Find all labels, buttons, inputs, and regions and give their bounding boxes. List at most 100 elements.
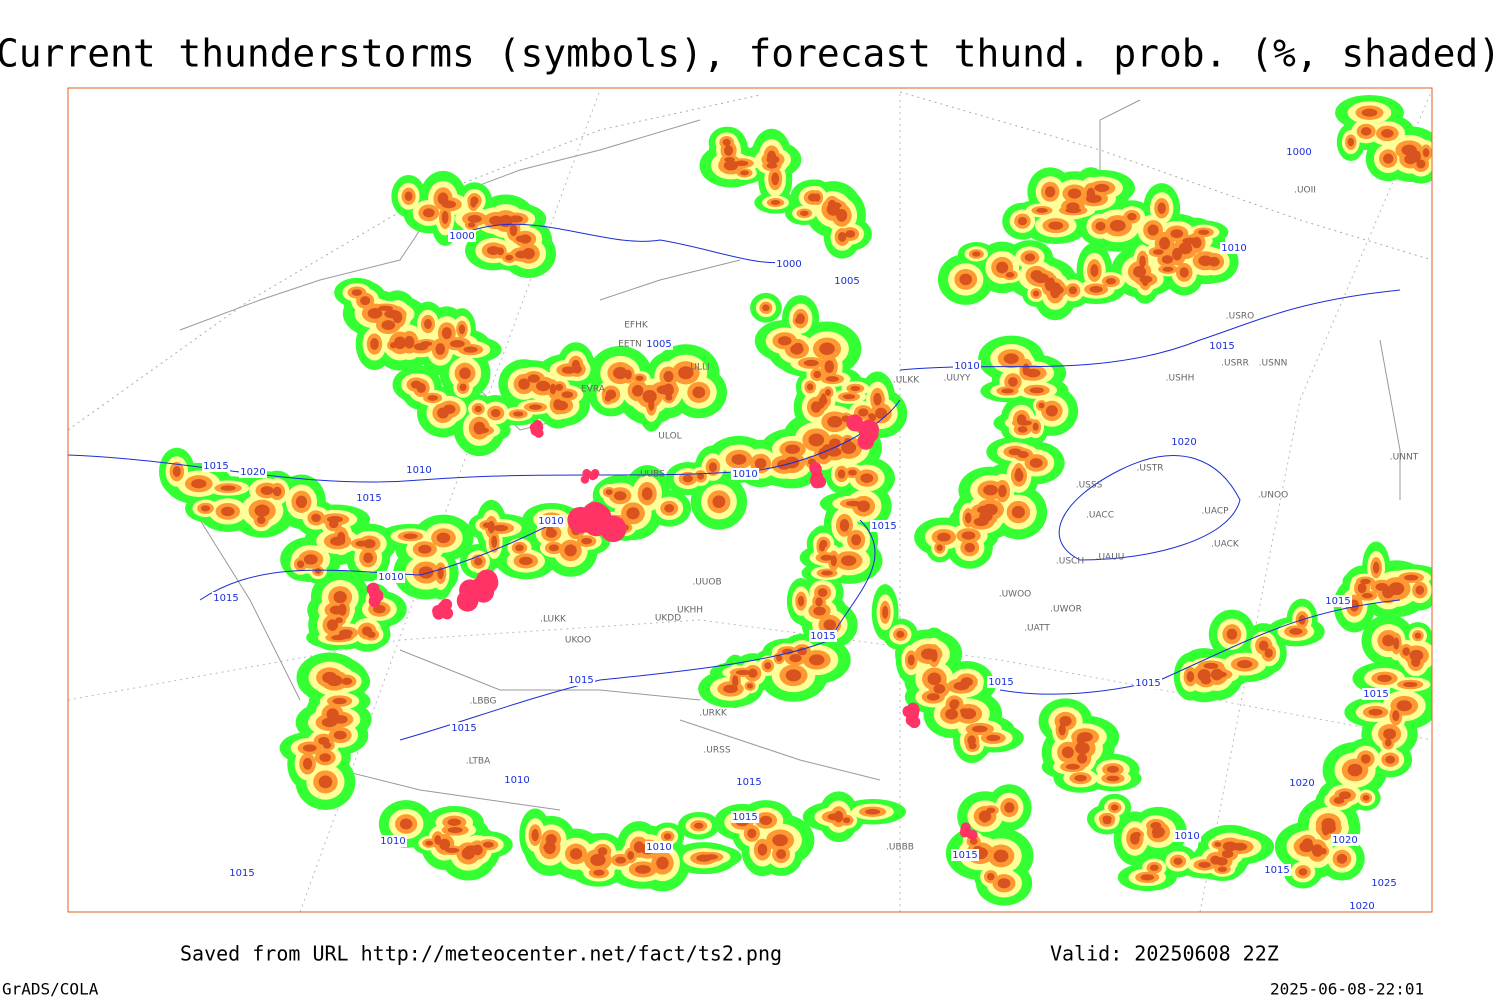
prob-shading bbox=[549, 383, 557, 395]
station-label: .UACP bbox=[1201, 507, 1229, 517]
prob-shading bbox=[1032, 422, 1039, 431]
prob-shading bbox=[848, 469, 857, 476]
prob-shading bbox=[683, 367, 690, 378]
prob-shading bbox=[626, 507, 640, 520]
prob-shading bbox=[311, 513, 321, 523]
prob-shading bbox=[819, 342, 835, 355]
prob-shading bbox=[1404, 153, 1417, 165]
prob-shading bbox=[1016, 414, 1027, 425]
prob-shading bbox=[797, 647, 807, 656]
isobar-label: 1005 bbox=[834, 276, 859, 287]
prob-shading bbox=[1161, 255, 1174, 264]
isobar-label-bg bbox=[1263, 864, 1291, 876]
prob-shading bbox=[561, 366, 576, 374]
prob-shading bbox=[1157, 202, 1166, 214]
station-label: .ULKK bbox=[893, 376, 920, 386]
map-area: 1000 1000 1005 1005 1010 1010 1010 1010 1010 1015… bbox=[68, 89, 1432, 912]
prob-shading bbox=[333, 590, 347, 604]
prob-shading bbox=[527, 374, 540, 383]
prob-shading bbox=[337, 531, 346, 544]
source-note: Saved from URL http://meteocenter.net/fa… bbox=[180, 942, 782, 966]
prob-shading bbox=[724, 145, 734, 156]
prob-shading bbox=[331, 634, 346, 641]
prob-shading bbox=[519, 556, 533, 566]
prob-shading bbox=[1298, 868, 1308, 876]
prob-shading bbox=[260, 486, 274, 495]
prob-shading bbox=[998, 484, 1007, 498]
isobar bbox=[68, 399, 901, 483]
isobar-label: 1020 bbox=[1289, 778, 1314, 789]
prob-shading bbox=[907, 654, 915, 666]
prob-shading bbox=[851, 534, 862, 546]
station-label: .URKK bbox=[699, 709, 728, 719]
prob-shading bbox=[1095, 221, 1106, 231]
prob-shading bbox=[1411, 656, 1421, 667]
isobar-label-bg bbox=[987, 676, 1015, 688]
isobar-label-bg bbox=[1362, 688, 1390, 700]
prob-shading bbox=[272, 486, 282, 497]
prob-shading bbox=[1200, 676, 1212, 685]
prob-shading bbox=[459, 367, 471, 380]
station-label: .USCH bbox=[1056, 557, 1084, 567]
isobar-label: 1000 bbox=[1286, 147, 1311, 158]
prob-shading bbox=[515, 544, 524, 552]
storm-symbol bbox=[809, 462, 822, 475]
prob-shading bbox=[531, 829, 539, 842]
map-frame bbox=[67, 87, 1433, 913]
station-label: ULLI bbox=[690, 363, 709, 373]
prob-shading bbox=[818, 396, 828, 405]
prob-shading bbox=[1186, 671, 1195, 683]
isobar-label: 1015 bbox=[988, 677, 1013, 688]
prob-shading bbox=[1381, 129, 1394, 138]
isobar-label-bg bbox=[775, 258, 803, 270]
prob-shading bbox=[404, 335, 415, 349]
prob-shading bbox=[1385, 755, 1396, 764]
isobar-label-bg bbox=[567, 674, 595, 686]
prob-shading bbox=[1178, 242, 1193, 255]
prob-shading bbox=[296, 560, 305, 568]
prob-shading bbox=[1090, 264, 1099, 277]
prob-shading bbox=[693, 822, 704, 829]
isobar-label: 1015 bbox=[732, 812, 757, 823]
storm-symbol bbox=[810, 476, 823, 489]
prob-shading bbox=[404, 191, 413, 202]
prob-shading bbox=[1221, 849, 1234, 859]
prob-shading bbox=[459, 383, 467, 392]
station-label: .UWOR bbox=[1050, 605, 1082, 615]
isobar-label-bg bbox=[379, 835, 407, 847]
isobar-label: 1015 bbox=[1264, 865, 1289, 876]
station-label: .UUBS bbox=[637, 470, 665, 480]
prob-shading bbox=[838, 231, 847, 242]
station-label: .USHH bbox=[1166, 374, 1195, 384]
station-label: UKDD bbox=[655, 614, 681, 624]
prob-shading bbox=[571, 359, 581, 371]
prob-shading bbox=[663, 833, 672, 840]
prob-shading bbox=[799, 210, 809, 216]
prob-shading bbox=[355, 540, 368, 547]
prob-shading bbox=[1110, 804, 1119, 811]
isobar-label-bg bbox=[377, 571, 405, 583]
prob-shading bbox=[1008, 448, 1022, 456]
prob-shading bbox=[656, 856, 669, 870]
prob-shading bbox=[633, 841, 645, 854]
prob-shading bbox=[529, 404, 542, 410]
prob-shading bbox=[1059, 716, 1072, 727]
prob-shading bbox=[826, 202, 840, 216]
prob-shading bbox=[1258, 640, 1269, 651]
prob-shading bbox=[1360, 578, 1371, 585]
prob-shading bbox=[1388, 582, 1405, 596]
station-label: .UOII bbox=[1294, 186, 1316, 196]
isobar-label: 1010 bbox=[1221, 243, 1246, 254]
prob-shading bbox=[850, 385, 861, 392]
prob-shading bbox=[1336, 853, 1348, 864]
prob-shading bbox=[474, 405, 482, 413]
prob-shading bbox=[803, 359, 819, 367]
prob-shading bbox=[777, 336, 792, 346]
prob-shading bbox=[986, 807, 996, 814]
isobar-label: 1015 bbox=[871, 521, 896, 532]
prob-shading bbox=[449, 340, 465, 348]
prob-shading bbox=[1147, 224, 1159, 236]
isobar-label: 1010 bbox=[378, 572, 403, 583]
isobar-label-bg bbox=[951, 849, 979, 861]
prob-shading bbox=[1159, 236, 1171, 250]
